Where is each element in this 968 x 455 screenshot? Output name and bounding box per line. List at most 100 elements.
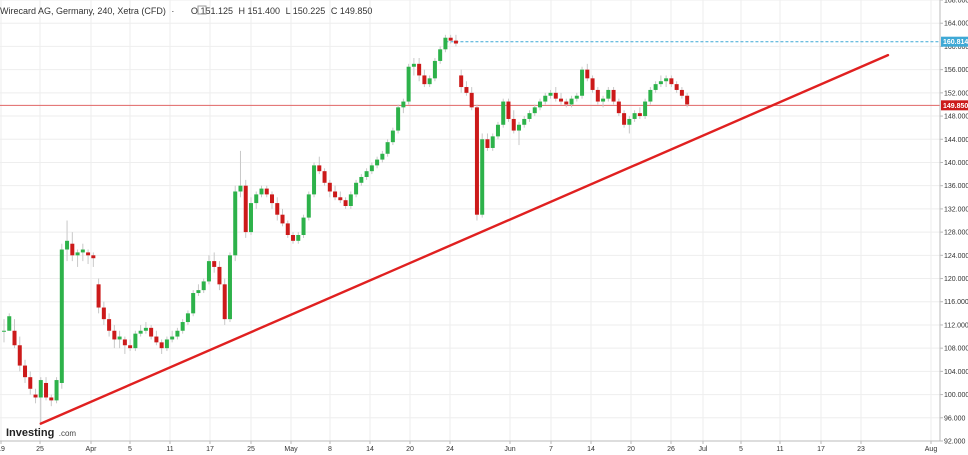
candle-body xyxy=(322,171,327,183)
candle-body xyxy=(54,380,59,401)
candle-up xyxy=(38,377,43,424)
candle-down xyxy=(222,278,227,325)
y-tick-label: 96.000 xyxy=(944,415,966,422)
candle-body xyxy=(196,290,201,294)
candle-up xyxy=(369,162,374,175)
candle-down xyxy=(679,87,684,99)
candle-body xyxy=(17,345,22,366)
candle-up xyxy=(548,89,553,99)
candle-up xyxy=(396,104,401,134)
candle-body xyxy=(427,78,432,85)
resistance-price-flag: 160.814 xyxy=(941,36,968,47)
candle-body xyxy=(359,176,364,183)
candle-body xyxy=(564,101,569,105)
x-tick-label: 14 xyxy=(366,446,374,453)
trend-line xyxy=(39,53,890,425)
candle-down xyxy=(264,185,269,198)
candle-up xyxy=(364,168,369,180)
x-tick-label: 17 xyxy=(817,446,825,453)
candle-body xyxy=(511,118,516,131)
candle-body xyxy=(501,101,506,125)
candle-down xyxy=(333,185,338,201)
candle-up xyxy=(254,191,259,209)
candle-body xyxy=(474,107,479,215)
candle-body xyxy=(622,113,627,125)
candle-body xyxy=(601,98,606,102)
candle-body xyxy=(348,194,353,206)
candle-up xyxy=(606,87,611,102)
candle-body xyxy=(270,194,275,204)
candle-body xyxy=(664,78,669,82)
candle-up xyxy=(648,87,653,105)
candle-body xyxy=(96,284,101,308)
x-tick-label: 20 xyxy=(627,446,635,453)
candle-down xyxy=(338,191,343,204)
candle-down xyxy=(33,388,38,404)
candle-body xyxy=(23,365,28,378)
candle-down xyxy=(417,58,422,82)
candle-body xyxy=(80,249,85,253)
candle-up xyxy=(191,290,196,317)
candle-body xyxy=(485,139,490,148)
x-tick-label: 25 xyxy=(247,446,255,453)
candle-up xyxy=(65,220,70,262)
candle-down xyxy=(49,394,54,407)
candle-body xyxy=(369,165,374,172)
candle-body xyxy=(275,203,280,215)
y-tick-label: 116.000 xyxy=(944,299,968,306)
candle-up xyxy=(538,98,543,111)
candle-body xyxy=(569,98,574,105)
candle-body xyxy=(117,336,122,340)
x-tick-label: 26 xyxy=(667,446,675,453)
candle-up xyxy=(580,66,585,99)
candle-body xyxy=(38,380,43,398)
candle-down xyxy=(107,313,112,337)
y-tick-label: 124.000 xyxy=(944,253,968,260)
candle-body xyxy=(585,69,590,79)
candle-body xyxy=(254,194,259,204)
candle-up xyxy=(495,121,500,140)
candle-down xyxy=(511,110,516,134)
candle-body xyxy=(606,89,611,99)
candle-up xyxy=(427,75,432,88)
candle-up xyxy=(2,319,6,343)
y-tick-label: 104.000 xyxy=(944,369,968,376)
candle-body xyxy=(243,185,248,233)
candle-up xyxy=(117,330,122,349)
y-tick-label: 160.000 xyxy=(944,44,968,51)
candle-body xyxy=(490,136,495,148)
candle-down xyxy=(590,75,595,93)
candle-body xyxy=(285,223,290,236)
candle-body xyxy=(291,235,296,241)
grid-layer xyxy=(0,0,940,442)
candle-layer xyxy=(2,34,690,424)
candle-up xyxy=(248,197,253,236)
x-tick-label: 17 xyxy=(206,446,214,453)
header-separator: · xyxy=(171,6,174,16)
candle-up xyxy=(238,150,243,198)
candle-body xyxy=(417,63,422,76)
candle-up xyxy=(543,92,548,105)
svg-text:Wirecard AG, Germany, 240, Xet: Wirecard AG, Germany, 240, Xetra (CFD) ·… xyxy=(0,6,372,16)
candle-body xyxy=(658,81,663,85)
candle-body xyxy=(248,203,253,233)
x-tick-label: 11 xyxy=(166,446,173,453)
candle-body xyxy=(44,382,49,398)
x-tick-label: Jun xyxy=(504,446,515,453)
candle-body xyxy=(59,249,64,383)
candle-body xyxy=(259,188,264,195)
candle-body xyxy=(312,165,317,195)
candle-up xyxy=(359,174,364,186)
candle-up xyxy=(80,243,85,262)
candle-down xyxy=(474,104,479,221)
candle-down xyxy=(212,252,217,273)
candle-up xyxy=(443,34,448,53)
x-tick-label: Aug xyxy=(925,446,938,453)
y-tick-label: 148.000 xyxy=(944,114,968,121)
candle-up xyxy=(522,116,527,128)
chart-header: Wirecard AG, Germany, 240, Xetra (CFD) ·… xyxy=(0,5,372,16)
settings-toggle-icon[interactable] xyxy=(197,5,207,15)
candle-up xyxy=(143,322,148,334)
y-tick-label: 164.000 xyxy=(944,21,968,28)
